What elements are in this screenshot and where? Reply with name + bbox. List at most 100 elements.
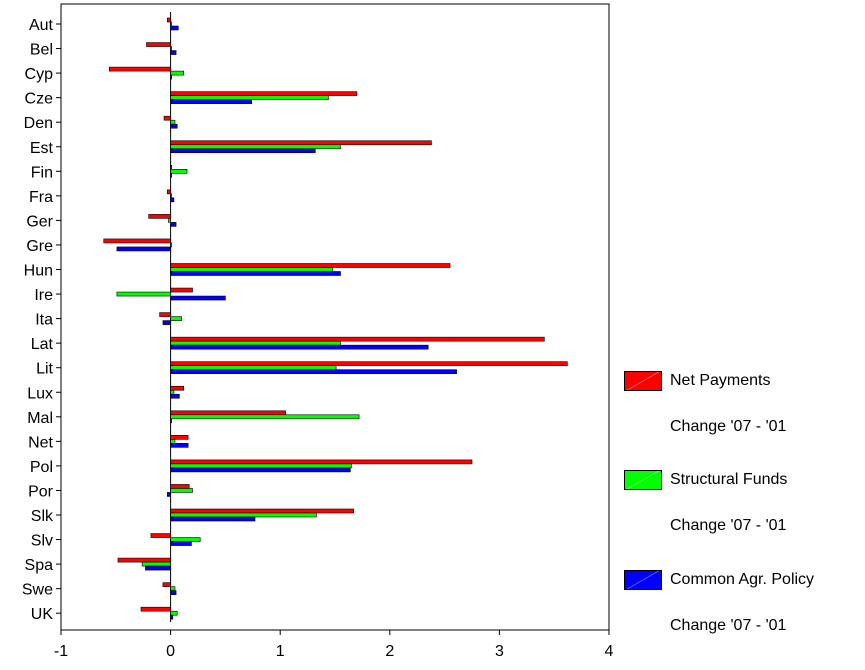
bar-common-agr-policy-ger (170, 222, 177, 227)
bar-common-agr-policy-uk (170, 614, 174, 620)
bar-net-payments-mal (170, 410, 286, 416)
bar-structural-funds-net (170, 439, 176, 444)
bar-net-payments-cyp (108, 66, 171, 72)
y-tick-label: Fin (31, 164, 53, 181)
bar-structural-funds-hun (170, 267, 334, 272)
y-tick-label: Ger (26, 213, 53, 230)
bar-structural-funds-mal (170, 414, 360, 420)
bar-structural-funds-slk (170, 512, 317, 518)
bar-common-agr-policy-ire (170, 295, 226, 301)
bar-structural-funds-fin (170, 169, 188, 174)
y-tick-label: Aut (29, 17, 54, 34)
x-tick-label: 2 (385, 643, 394, 660)
bar-structural-funds-cze (170, 95, 329, 100)
bar-net-payments-cze (170, 91, 358, 96)
bar-net-payments-fra (167, 189, 171, 195)
bar-structural-funds-por (170, 488, 193, 493)
bar-common-agr-policy-lat (170, 344, 429, 350)
y-tick-label: Lux (27, 385, 53, 402)
legend-label: Structural Funds (670, 471, 788, 488)
bar-structural-funds-ger (168, 218, 171, 223)
y-tick-label: UK (31, 606, 54, 623)
bar-common-agr-policy-gre (116, 246, 171, 252)
bar-common-agr-policy-bel (170, 50, 177, 55)
y-tick-label: Fra (29, 189, 53, 206)
bar-net-payments-gre (103, 238, 171, 244)
bar-structural-funds-cyp (170, 70, 185, 76)
bar-common-agr-policy-swe (170, 590, 177, 595)
bar-structural-funds-lit (170, 365, 337, 371)
bar-net-payments-spa (117, 557, 171, 563)
bar-structural-funds-ire (116, 291, 171, 297)
bar-net-payments-slv (150, 533, 171, 538)
y-tick-label: Cyp (25, 66, 54, 83)
y-tick-label: Gre (26, 238, 53, 255)
legend-subtitle: Change '07 - '01 (670, 418, 787, 435)
y-tick-label: Swe (22, 582, 53, 599)
y-tick-label: Slk (31, 508, 54, 525)
bar-net-payments-lit (170, 361, 568, 367)
bar-common-agr-policy-den (170, 123, 178, 129)
bar-net-payments-net (170, 435, 189, 440)
y-tick-label: Ire (34, 287, 53, 304)
legend-item-common-agr-policy: Common Agr. Policy (624, 570, 814, 590)
bar-structural-funds-pol (170, 463, 352, 469)
x-tick-label: 4 (605, 643, 614, 660)
x-axis: -1 0 1 2 3 4 (54, 630, 614, 660)
y-tick-label: Lat (31, 336, 54, 353)
bar-common-agr-policy-pol (170, 467, 351, 473)
y-tick-label: Cze (25, 91, 54, 108)
y-axis: Aut Bel Cyp Cze Den Est Fin Fra Ger Gre Hun Ire Ita L… (22, 17, 61, 623)
y-tick-label: Pol (30, 459, 53, 476)
y-tick-label: Hun (24, 263, 53, 280)
bar-net-payments-ger (148, 214, 171, 219)
bar-structural-funds-lux (170, 389, 175, 395)
legend-swatch-common-agr-policy (624, 570, 662, 590)
bar-net-payments-slk (170, 508, 354, 514)
plot-area (60, 3, 610, 631)
y-tick-label: Est (30, 140, 54, 157)
bar-net-payments-uk (140, 606, 171, 612)
bar-structural-funds-slv (170, 537, 201, 542)
bar-common-agr-policy-slk (170, 516, 256, 522)
bar-net-payments-fin (170, 165, 172, 170)
legend-swatch-structural-funds (624, 470, 662, 490)
legend-label: Common Agr. Policy (670, 571, 815, 588)
bar-common-agr-policy-fin (170, 173, 172, 178)
bar-structural-funds-uk (170, 610, 178, 616)
bar-structural-funds-gre (170, 242, 172, 248)
bar-common-agr-policy-slv (170, 541, 192, 546)
legend-item-net-payments: Net Payments (624, 371, 770, 391)
x-tick-label: -1 (54, 643, 68, 660)
bar-structural-funds-lat (170, 340, 341, 346)
y-tick-label: Por (28, 483, 54, 500)
bar-common-agr-policy-ita (162, 320, 171, 325)
bar-common-agr-policy-est (170, 148, 316, 154)
bar-structural-funds-fra (170, 193, 172, 199)
bar-net-payments-aut (167, 17, 171, 23)
bar-net-payments-hun (170, 263, 451, 268)
bar-net-payments-lat (170, 336, 545, 342)
bar-common-agr-policy-cyp (170, 74, 172, 80)
bar-structural-funds-aut (170, 21, 172, 27)
bar-net-payments-ita (159, 312, 171, 317)
bar-common-agr-policy-net (170, 443, 189, 448)
y-tick-label: Den (24, 115, 53, 132)
bar-common-agr-policy-lux (170, 393, 180, 399)
bar-structural-funds-spa (141, 561, 171, 567)
bar-net-payments-bel (146, 42, 171, 47)
bar-net-payments-pol (170, 459, 473, 465)
bar-structural-funds-ita (170, 316, 182, 321)
legend-subtitle: Change '07 - '01 (670, 617, 787, 634)
bar-net-payments-ire (170, 287, 193, 293)
bar-common-agr-policy-hun (170, 271, 341, 276)
y-tick-label: Lit (36, 361, 53, 378)
bar-structural-funds-swe (170, 586, 176, 591)
bar-net-payments-den (163, 115, 171, 121)
bar-common-agr-policy-cze (170, 99, 253, 104)
bar-common-agr-policy-spa (145, 565, 171, 571)
bars (103, 17, 568, 620)
y-tick-label: Bel (30, 42, 53, 59)
legend-item-structural-funds: Structural Funds (624, 470, 787, 490)
